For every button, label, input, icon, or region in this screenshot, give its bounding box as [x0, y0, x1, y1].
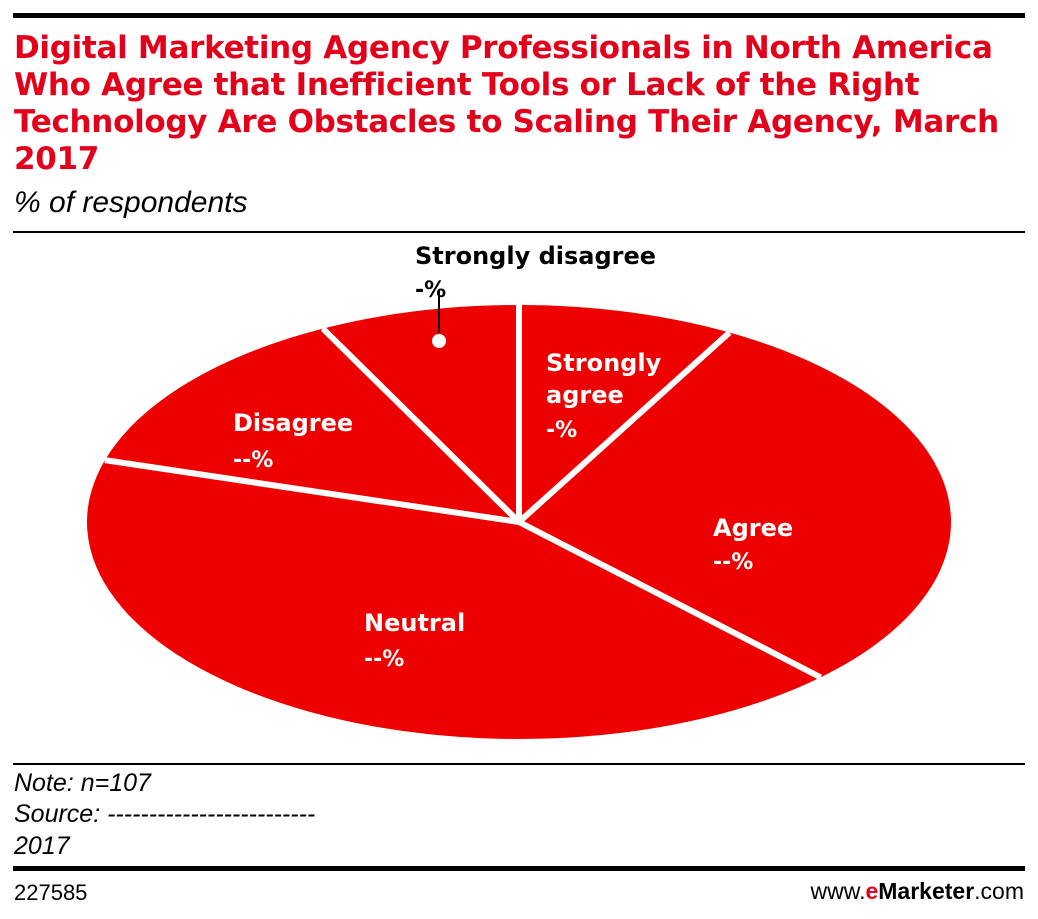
- slice-label-strongly-agree: Strongly agree -%: [546, 349, 662, 443]
- source-text: Source: -------------------------: [14, 800, 316, 828]
- label-name-agree: Agree: [713, 514, 793, 542]
- label-name-neutral: Neutral: [364, 609, 465, 637]
- chart-id: 227585: [14, 880, 88, 905]
- note-text: Note: n=107: [14, 769, 151, 797]
- source-year: 2017: [14, 832, 70, 860]
- pie-slice-neutral: [86, 460, 821, 740]
- label-name-strongly-agree-line2: agree: [546, 381, 624, 409]
- brand-name: Marketer: [878, 878, 975, 904]
- bottom-rule: [13, 866, 1025, 871]
- header-divider: [13, 231, 1025, 233]
- brand-e: e: [865, 878, 879, 904]
- pie-separators: [104, 305, 822, 681]
- slice-label-neutral: Neutral --%: [364, 609, 465, 672]
- label-value-neutral: --%: [364, 647, 404, 672]
- label-name-strongly-agree: Strongly: [546, 349, 662, 377]
- slice-label-agree: Agree --%: [713, 514, 793, 575]
- slice-label-strongly-disagree: Strongly disagree -%: [415, 242, 656, 303]
- pie-separator-1: [516, 330, 732, 525]
- brand-logo[interactable]: www.eMarketer.com: [811, 878, 1024, 905]
- label-value-strongly-agree: -%: [546, 418, 577, 443]
- chart-title: Digital Marketing Agency Professionals i…: [14, 30, 999, 177]
- footer-divider: [13, 763, 1025, 765]
- pie-slice-strongly-disagree: [322, 305, 519, 522]
- label-value-strongly-disagree: -%: [415, 278, 446, 303]
- chart-subtitle: % of respondents: [14, 186, 248, 219]
- top-rule: [13, 13, 1025, 18]
- label-name-disagree: Disagree: [233, 409, 353, 437]
- slice-label-disagree: Disagree --%: [233, 409, 353, 473]
- brand-prefix: www.: [810, 878, 866, 904]
- pie-separator-4: [320, 326, 522, 525]
- pie-chart: Strongly disagree -% Strongly agree -% A…: [86, 242, 952, 740]
- pie-slice-strongly-agree: [519, 305, 730, 522]
- brand-suffix: .com: [974, 878, 1024, 904]
- pie-slice-agree: [519, 332, 952, 678]
- pie-separator-2: [517, 519, 822, 681]
- label-name-strongly-disagree: Strongly disagree: [415, 242, 656, 270]
- label-value-disagree: --%: [233, 448, 273, 473]
- leader-line-strongly-disagree: [432, 290, 446, 348]
- pie-separator-3: [104, 457, 520, 525]
- label-value-agree: --%: [713, 550, 753, 575]
